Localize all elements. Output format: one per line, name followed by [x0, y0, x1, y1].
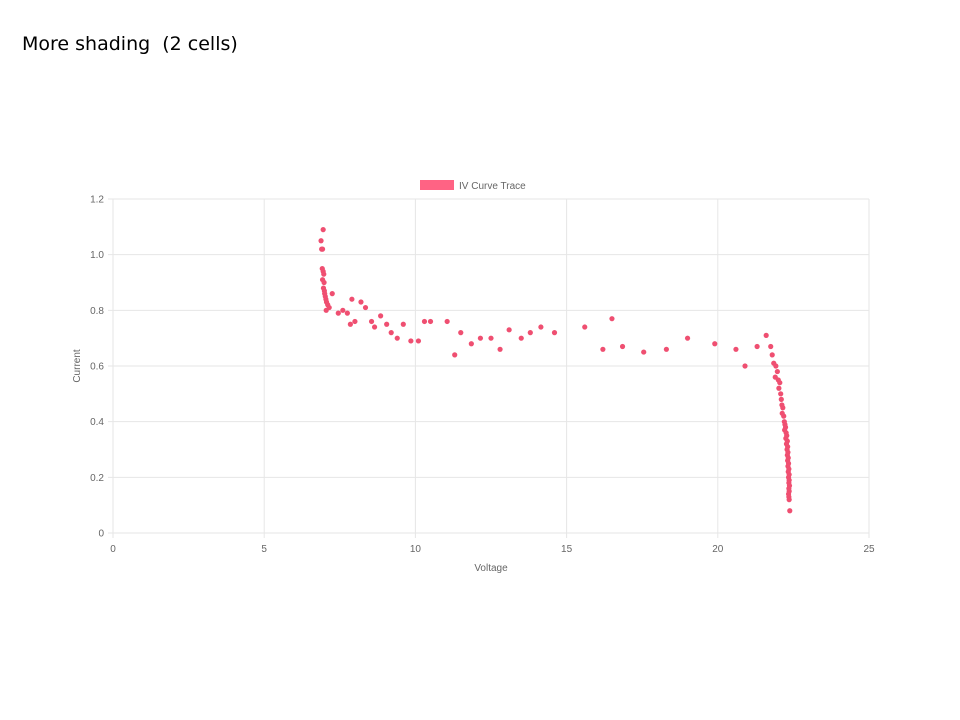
data-point — [754, 343, 760, 350]
grid — [108, 198, 870, 538]
data-point — [458, 330, 464, 336]
data-point — [371, 324, 378, 330]
data-point — [321, 279, 327, 286]
data-point — [778, 391, 784, 397]
y-axis-title: Current — [72, 349, 83, 383]
y-tick-label: 1.0 — [90, 250, 104, 261]
data-point — [329, 291, 335, 297]
data-point — [641, 349, 647, 355]
data-point — [763, 332, 769, 338]
data-points — [318, 227, 793, 514]
data-point — [506, 327, 512, 333]
data-point — [733, 346, 739, 352]
data-point — [777, 380, 783, 386]
data-point — [518, 335, 524, 341]
data-point — [787, 508, 793, 514]
legend-swatch[interactable] — [420, 180, 454, 190]
data-point — [394, 335, 400, 341]
data-point — [773, 363, 779, 369]
data-point — [427, 318, 434, 325]
data-point — [769, 352, 775, 358]
data-point — [786, 497, 792, 503]
data-point — [408, 338, 414, 344]
y-tick-label: 0 — [98, 529, 104, 540]
data-point — [415, 338, 422, 344]
data-point — [778, 396, 784, 402]
data-point — [421, 318, 428, 325]
data-point — [320, 227, 326, 233]
x-tick-label: 5 — [261, 544, 267, 555]
data-point — [600, 346, 606, 352]
data-point — [444, 318, 450, 325]
axes: 0 5 10 15 20 25 0 0.2 0.4 0.6 0.8 1.0 1.2 — [90, 195, 875, 556]
data-point — [321, 271, 327, 277]
data-point — [684, 335, 691, 341]
x-tick-label: 25 — [863, 544, 875, 555]
data-point — [776, 385, 782, 391]
data-point — [335, 310, 341, 316]
y-tick-label: 0.2 — [90, 473, 104, 484]
slide-title: More shading (2 cells) — [22, 33, 238, 55]
data-point — [780, 405, 786, 411]
data-point — [774, 368, 780, 375]
data-point — [619, 343, 626, 350]
data-point — [551, 330, 558, 336]
y-tick-label: 0.4 — [90, 417, 104, 428]
data-point — [781, 413, 787, 419]
y-tick-label: 0.8 — [90, 306, 104, 317]
legend[interactable]: IV Curve Trace — [420, 180, 526, 192]
legend-label[interactable]: IV Curve Trace — [459, 181, 526, 192]
data-point — [497, 346, 503, 352]
data-point — [400, 321, 406, 327]
x-tick-label: 10 — [410, 544, 422, 555]
data-point — [349, 296, 355, 302]
data-point — [347, 321, 353, 327]
data-point — [384, 321, 390, 327]
data-point — [663, 346, 669, 352]
data-point — [468, 341, 474, 347]
data-point — [742, 363, 748, 369]
x-tick-label: 20 — [712, 544, 724, 555]
data-point — [323, 307, 329, 313]
data-point — [388, 330, 394, 336]
data-point — [344, 310, 350, 316]
data-point — [452, 352, 458, 358]
data-point — [362, 304, 369, 311]
data-point — [609, 316, 615, 322]
x-axis-title: Voltage — [474, 563, 508, 574]
data-point — [340, 307, 346, 313]
data-point — [712, 341, 718, 347]
data-point — [358, 299, 364, 305]
y-tick-label: 1.2 — [90, 195, 104, 206]
data-point — [527, 330, 533, 336]
data-point — [768, 343, 774, 350]
x-tick-label: 15 — [561, 544, 573, 555]
y-tick-label: 0.6 — [90, 362, 104, 373]
data-point — [477, 335, 484, 341]
data-point — [488, 335, 494, 341]
x-tick-label: 0 — [110, 544, 116, 555]
data-point — [319, 246, 326, 252]
data-point — [582, 324, 588, 330]
data-point — [318, 238, 324, 244]
data-point — [352, 318, 358, 325]
data-point — [368, 318, 375, 325]
data-point — [538, 324, 544, 330]
data-point — [378, 313, 384, 319]
